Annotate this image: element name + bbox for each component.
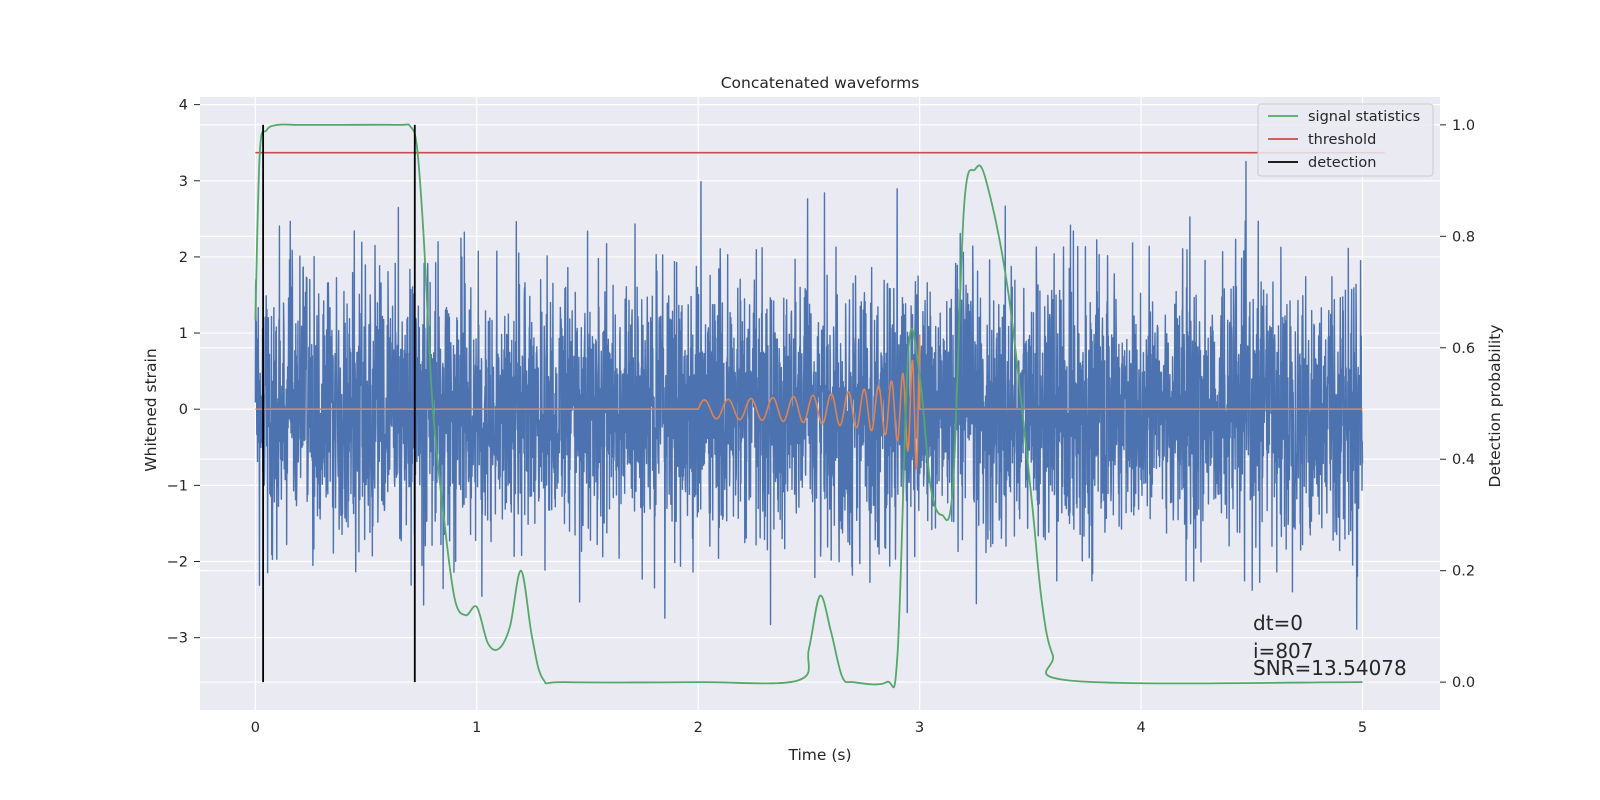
x-tick-label: 0	[251, 720, 260, 736]
y-axis-left-label: Whitened strain	[142, 348, 160, 471]
signal-statistics-line	[254, 123, 1363, 689]
y-axis-right-label: Detection probability	[1486, 325, 1504, 488]
y-tick-label-right: 0.6	[1452, 341, 1475, 357]
legend-label-signal-statistics: signal statistics	[1308, 109, 1420, 125]
x-tick-label: 5	[1358, 720, 1367, 736]
y-tick-label-left: 2	[179, 250, 188, 266]
y-tick-label-right: 1.0	[1452, 118, 1475, 134]
x-tick-label: 1	[472, 720, 481, 736]
template-series-line	[255, 334, 1363, 470]
y-tick-label-right: 0.2	[1452, 564, 1475, 580]
y-tick-label-right: 0.0	[1452, 675, 1475, 691]
y-tick-label-left: −1	[167, 478, 188, 494]
legend-label-detection: detection	[1308, 155, 1376, 171]
y-axis-right-ticks: 0.0 0.2 0.4 0.6 0.8 1.0	[1440, 118, 1475, 691]
y-axis-left-ticks: −3 −2 −1 0 1 2 3 4	[167, 98, 200, 647]
y-tick-label-right: 0.8	[1452, 229, 1475, 245]
y-tick-label-right: 0.4	[1452, 452, 1475, 468]
x-axis-ticks: 0 1 2 3 4 5	[251, 720, 1367, 736]
annotation-index: i=807	[1253, 639, 1314, 663]
chart-title: Concatenated waveforms	[721, 74, 920, 92]
x-tick-label: 2	[694, 720, 703, 736]
x-axis-label: Time (s)	[787, 746, 851, 764]
y-tick-label-left: −2	[167, 555, 188, 571]
x-tick-label: 4	[1136, 720, 1145, 736]
y-tick-label-left: −3	[167, 631, 188, 647]
annotation-snr: SNR=13.54078	[1253, 656, 1407, 680]
strain-series-line	[254, 160, 1364, 630]
legend-box	[1257, 103, 1434, 177]
y-tick-label-left: 1	[179, 326, 188, 342]
y-tick-label-left: 4	[179, 98, 188, 114]
detection-lines	[262, 124, 416, 683]
legend-label-threshold: threshold	[1308, 132, 1376, 148]
legend: signal statistics threshold detection	[1257, 103, 1434, 177]
y-tick-label-left: 0	[179, 402, 188, 418]
y-tick-label-left: 3	[179, 174, 188, 190]
annotation-dt: dt=0	[1253, 611, 1303, 635]
x-tick-label: 3	[915, 720, 924, 736]
